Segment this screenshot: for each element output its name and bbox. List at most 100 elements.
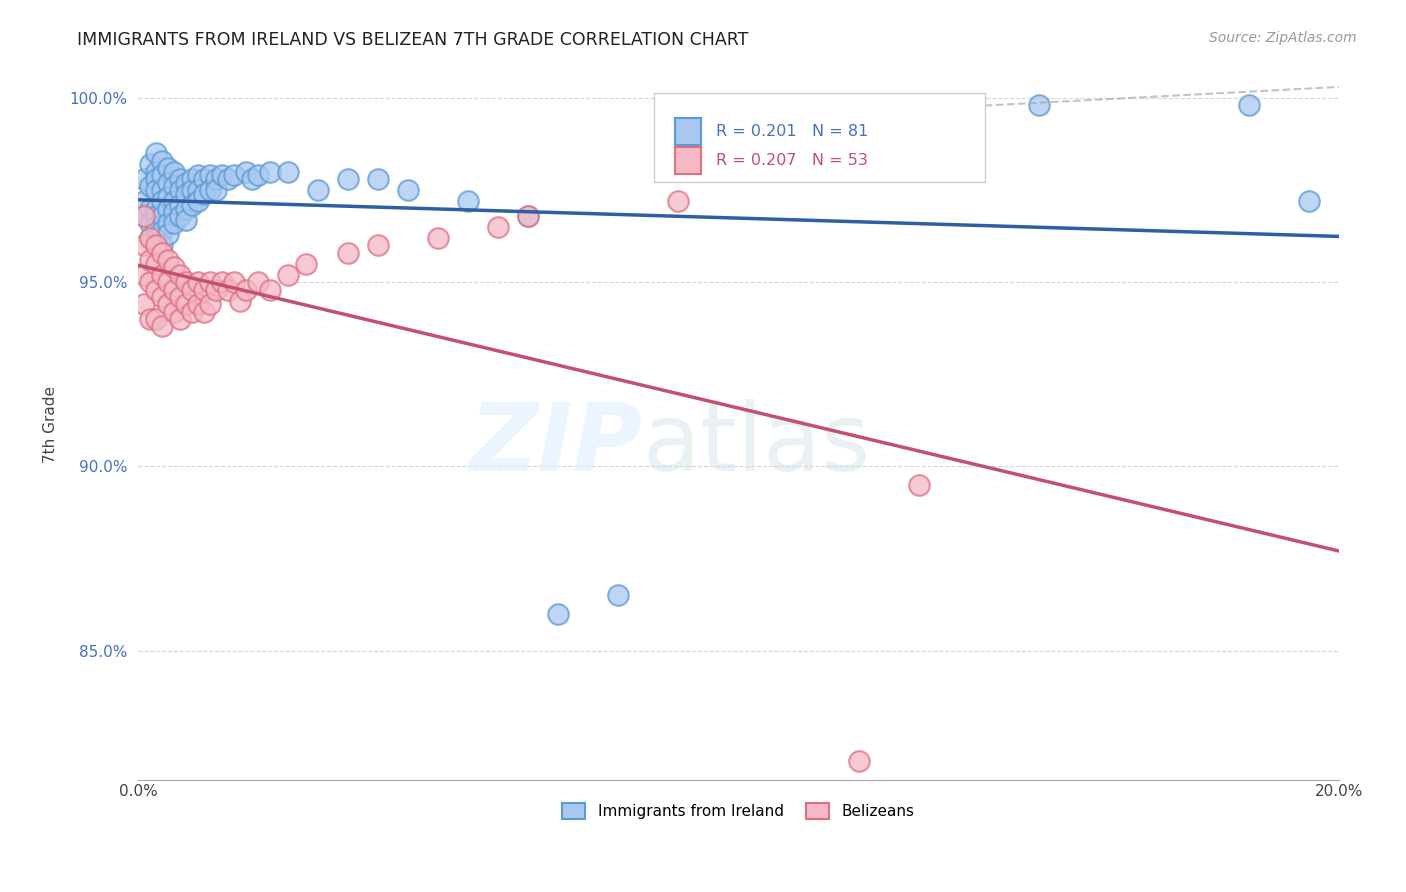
Point xyxy=(848,754,870,768)
Point xyxy=(145,312,167,326)
Point xyxy=(163,304,186,318)
Legend: Immigrants from Ireland, Belizeans: Immigrants from Ireland, Belizeans xyxy=(557,797,921,825)
Point xyxy=(157,253,180,268)
Point xyxy=(134,297,156,311)
Point xyxy=(181,304,204,318)
Point xyxy=(187,183,209,197)
Point xyxy=(176,186,198,201)
Point xyxy=(169,183,191,197)
Point xyxy=(295,257,318,271)
Point xyxy=(145,146,167,161)
Point xyxy=(163,260,186,275)
Point xyxy=(139,202,162,216)
Point xyxy=(176,297,198,311)
Text: R = 0.201   N = 81: R = 0.201 N = 81 xyxy=(716,124,868,139)
Point xyxy=(157,275,180,289)
Text: ZIP: ZIP xyxy=(470,400,643,491)
Point xyxy=(150,224,173,238)
Point xyxy=(193,172,215,186)
Point xyxy=(200,169,222,183)
Point xyxy=(150,209,173,223)
Point xyxy=(1237,98,1260,112)
Point xyxy=(181,283,204,297)
Point xyxy=(488,219,510,234)
Text: atlas: atlas xyxy=(643,400,870,491)
Point xyxy=(150,238,173,252)
Point xyxy=(907,478,929,492)
Point xyxy=(163,194,186,209)
Point xyxy=(145,164,167,178)
Point xyxy=(134,238,156,252)
Point xyxy=(163,283,186,297)
Point xyxy=(205,183,228,197)
Point xyxy=(205,283,228,297)
Point xyxy=(169,268,191,282)
Point xyxy=(176,275,198,289)
Point xyxy=(169,172,191,186)
Point xyxy=(134,209,156,223)
Point xyxy=(150,194,173,209)
Point xyxy=(145,183,167,197)
Point xyxy=(150,153,173,168)
Point xyxy=(607,588,630,602)
Point xyxy=(1028,98,1050,112)
Point xyxy=(139,312,162,326)
Point xyxy=(145,209,167,223)
Point xyxy=(169,209,191,223)
Text: R = 0.207   N = 53: R = 0.207 N = 53 xyxy=(716,153,868,169)
Point xyxy=(169,198,191,212)
Point xyxy=(157,202,180,216)
Point xyxy=(247,169,270,183)
Point xyxy=(163,205,186,219)
Point xyxy=(176,176,198,190)
Point xyxy=(211,169,233,183)
Point xyxy=(145,231,167,245)
Point xyxy=(193,304,215,318)
Point xyxy=(367,172,389,186)
Point xyxy=(157,297,180,311)
Point xyxy=(547,607,569,621)
Point xyxy=(134,209,156,223)
Point xyxy=(145,238,167,252)
Point xyxy=(181,183,204,197)
Point xyxy=(150,183,173,197)
Point xyxy=(145,257,167,271)
Point xyxy=(150,319,173,334)
Point xyxy=(224,275,246,289)
Point xyxy=(157,216,180,230)
Point xyxy=(229,293,252,308)
Point xyxy=(187,194,209,209)
Point xyxy=(205,172,228,186)
Point xyxy=(163,164,186,178)
Point xyxy=(169,312,191,326)
Point xyxy=(145,283,167,297)
Point xyxy=(200,275,222,289)
Point xyxy=(163,179,186,194)
Point xyxy=(139,253,162,268)
Point xyxy=(427,231,450,245)
Point xyxy=(157,227,180,242)
Point xyxy=(217,172,239,186)
Point xyxy=(145,202,167,216)
Point xyxy=(134,268,156,282)
Point xyxy=(367,238,389,252)
Point xyxy=(163,216,186,230)
Point xyxy=(134,194,156,209)
Text: Source: ZipAtlas.com: Source: ZipAtlas.com xyxy=(1209,31,1357,45)
Point xyxy=(187,275,209,289)
Point xyxy=(200,183,222,197)
Point xyxy=(240,172,263,186)
Point xyxy=(193,283,215,297)
Point xyxy=(517,209,540,223)
Point xyxy=(150,268,173,282)
Point xyxy=(157,176,180,190)
Point xyxy=(247,275,270,289)
Point xyxy=(200,297,222,311)
FancyBboxPatch shape xyxy=(654,94,984,182)
Point xyxy=(277,164,299,178)
Point xyxy=(668,194,690,209)
Point xyxy=(139,231,162,245)
Point xyxy=(307,183,329,197)
Point xyxy=(235,164,257,178)
Point xyxy=(157,161,180,175)
